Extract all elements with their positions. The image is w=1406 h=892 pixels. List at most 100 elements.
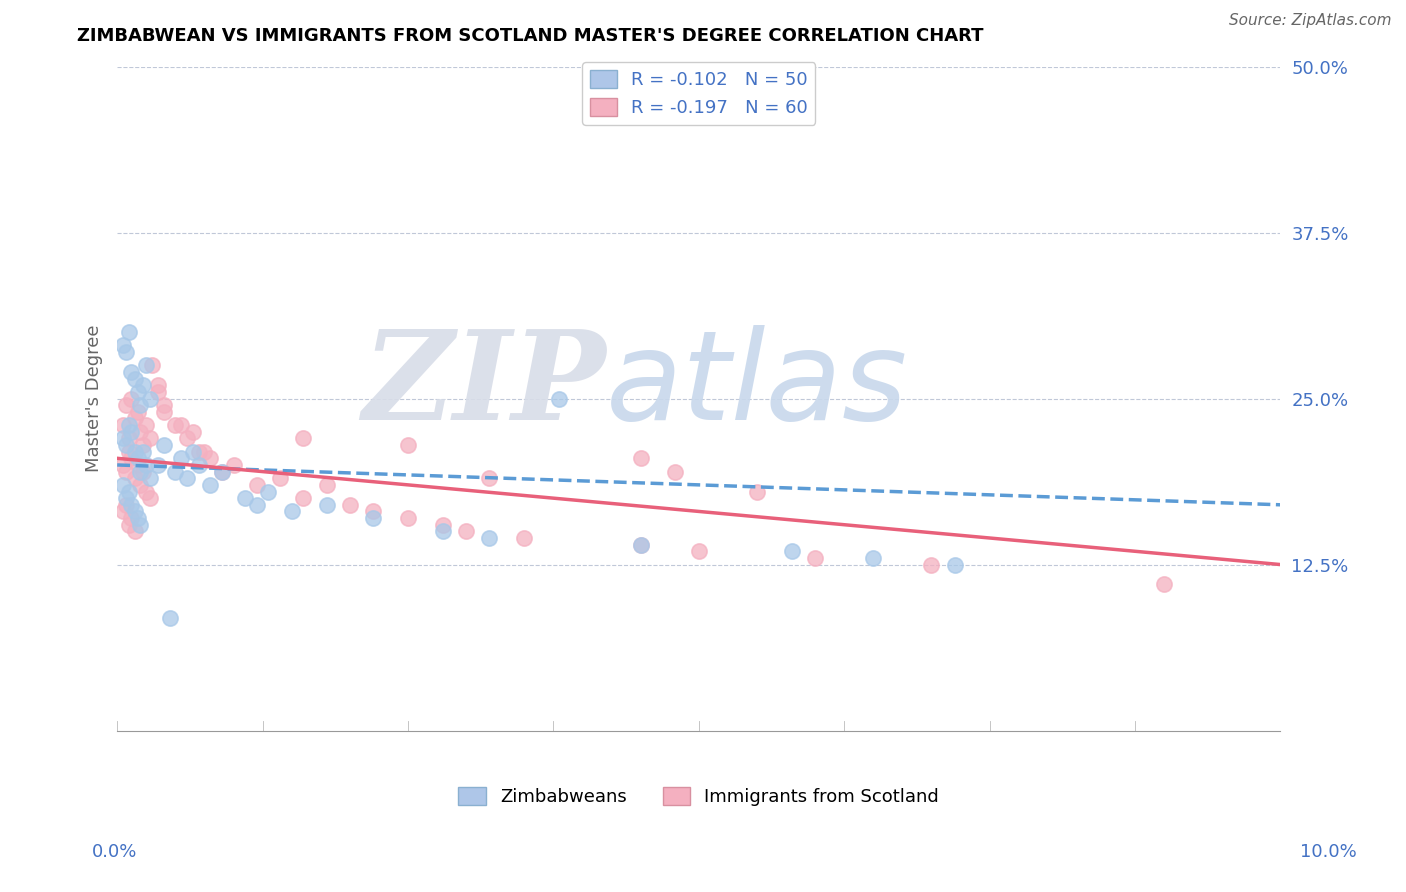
Point — [396, 438, 419, 452]
Point — [111, 418, 134, 433]
Point — [664, 465, 686, 479]
Point — [548, 392, 571, 406]
Point — [118, 484, 141, 499]
Point — [115, 345, 138, 359]
Point — [688, 544, 710, 558]
Point — [124, 411, 146, 425]
Point — [127, 384, 149, 399]
Point — [292, 431, 315, 445]
Legend: Zimbabweans, Immigrants from Scotland: Zimbabweans, Immigrants from Scotland — [451, 780, 946, 814]
Point — [135, 359, 157, 373]
Point — [139, 491, 162, 505]
Point — [111, 431, 134, 445]
Point — [120, 365, 142, 379]
Point — [920, 558, 942, 572]
Point — [456, 524, 478, 539]
Point — [111, 338, 134, 352]
Point — [115, 398, 138, 412]
Point — [257, 484, 280, 499]
Point — [135, 484, 157, 499]
Text: ZIMBABWEAN VS IMMIGRANTS FROM SCOTLAND MASTER'S DEGREE CORRELATION CHART: ZIMBABWEAN VS IMMIGRANTS FROM SCOTLAND M… — [77, 27, 984, 45]
Point — [211, 465, 233, 479]
Point — [135, 458, 157, 472]
Point — [118, 325, 141, 339]
Point — [127, 511, 149, 525]
Point — [432, 517, 454, 532]
Point — [118, 418, 141, 433]
Point — [862, 550, 884, 565]
Point — [111, 458, 134, 472]
Text: 10.0%: 10.0% — [1301, 843, 1357, 861]
Point — [120, 451, 142, 466]
Point — [176, 471, 198, 485]
Point — [193, 444, 215, 458]
Point — [339, 498, 361, 512]
Point — [246, 478, 269, 492]
Point — [165, 465, 187, 479]
Point — [129, 478, 152, 492]
Point — [139, 471, 162, 485]
Point — [132, 444, 155, 458]
Point — [170, 418, 193, 433]
Point — [432, 524, 454, 539]
Point — [181, 444, 204, 458]
Point — [1153, 577, 1175, 591]
Point — [152, 405, 174, 419]
Point — [132, 438, 155, 452]
Point — [115, 438, 138, 452]
Point — [124, 444, 146, 458]
Point — [120, 425, 142, 439]
Point — [152, 398, 174, 412]
Point — [111, 478, 134, 492]
Point — [280, 504, 302, 518]
Point — [129, 517, 152, 532]
Text: Source: ZipAtlas.com: Source: ZipAtlas.com — [1229, 13, 1392, 29]
Point — [118, 517, 141, 532]
Point — [187, 458, 209, 472]
Point — [135, 418, 157, 433]
Point — [181, 425, 204, 439]
Point — [361, 511, 384, 525]
Point — [478, 531, 501, 545]
Point — [141, 359, 163, 373]
Point — [269, 471, 291, 485]
Point — [129, 398, 152, 412]
Point — [165, 418, 187, 433]
Point — [129, 465, 152, 479]
Point — [630, 451, 652, 466]
Point — [124, 471, 146, 485]
Point — [246, 498, 269, 512]
Point — [132, 378, 155, 392]
Point — [132, 465, 155, 479]
Point — [780, 544, 803, 558]
Point — [127, 458, 149, 472]
Point — [200, 451, 222, 466]
Point — [115, 491, 138, 505]
Point — [233, 491, 256, 505]
Point — [292, 491, 315, 505]
Point — [111, 504, 134, 518]
Point — [115, 498, 138, 512]
Point — [120, 392, 142, 406]
Point — [120, 498, 142, 512]
Y-axis label: Master's Degree: Master's Degree — [86, 325, 103, 473]
Point — [222, 458, 245, 472]
Point — [361, 504, 384, 518]
Point — [146, 378, 169, 392]
Point — [630, 538, 652, 552]
Point — [124, 371, 146, 385]
Point — [315, 498, 337, 512]
Point — [127, 451, 149, 466]
Text: 0.0%: 0.0% — [91, 843, 136, 861]
Point — [478, 471, 501, 485]
Point — [943, 558, 966, 572]
Point — [630, 538, 652, 552]
Point — [118, 431, 141, 445]
Point — [513, 531, 536, 545]
Point — [745, 484, 768, 499]
Point — [146, 384, 169, 399]
Point — [152, 438, 174, 452]
Point — [146, 458, 169, 472]
Point — [176, 431, 198, 445]
Point — [124, 504, 146, 518]
